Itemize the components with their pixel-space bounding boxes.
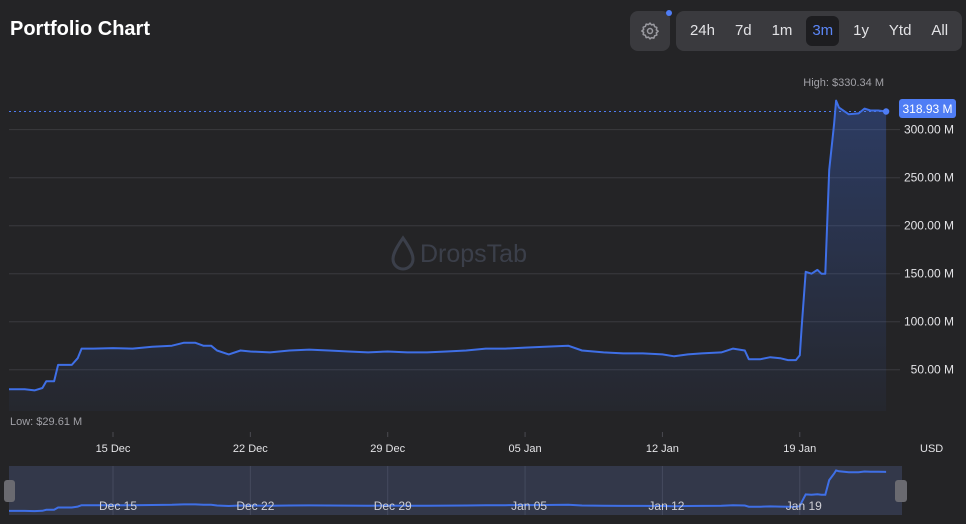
range-1m-button[interactable]: 1m xyxy=(771,22,793,39)
navigator-tick-label: Dec 15 xyxy=(99,499,137,513)
y-tick-label: 300.00 M xyxy=(904,123,954,137)
x-tick-label: 15 Dec xyxy=(96,443,131,455)
x-tick-label: 05 Jan xyxy=(509,443,542,455)
dropstab-watermark: DropsTab xyxy=(391,235,527,271)
navigator-tick-label: Dec 22 xyxy=(236,499,274,513)
navigator-line xyxy=(9,469,887,513)
navigator-tick-label: Dec 29 xyxy=(374,499,412,513)
y-tick-label: 150.00 M xyxy=(904,267,954,281)
x-tick-label: 19 Jan xyxy=(783,443,816,455)
range-ytd-button[interactable]: Ytd xyxy=(888,22,912,39)
range-24h-button[interactable]: 24h xyxy=(689,22,715,39)
y-tick-label: 200.00 M xyxy=(904,219,954,233)
x-tick-label: 22 Dec xyxy=(233,443,268,455)
time-range-selector: 24h 7d 1m 3m 1y Ytd All xyxy=(676,11,962,51)
portfolio-line xyxy=(9,99,887,392)
navigator-left-handle[interactable] xyxy=(4,480,15,502)
portfolio-area-fill xyxy=(9,100,887,411)
low-label: Low: $29.61 M xyxy=(10,416,82,428)
range-1y-button[interactable]: 1y xyxy=(853,22,869,39)
y-tick-label: 250.00 M xyxy=(904,171,954,185)
y-tick-label: 50.00 M xyxy=(911,363,954,377)
x-tick-label: 12 Jan xyxy=(646,443,679,455)
high-label: High: $330.34 M xyxy=(803,77,884,89)
notification-dot xyxy=(666,10,672,16)
current-value-badge xyxy=(899,99,956,118)
current-value-dot xyxy=(882,108,890,115)
dropstab-drop-icon xyxy=(391,235,415,271)
y-tick-label: 100.00 M xyxy=(904,315,954,329)
current-value-label: 318.93 M xyxy=(902,102,952,116)
range-7d-button[interactable]: 7d xyxy=(734,22,752,39)
settings-button[interactable] xyxy=(630,10,672,51)
page-title: Portfolio Chart xyxy=(10,18,150,40)
watermark-text: DropsTab xyxy=(420,240,527,268)
x-tick-label: 29 Dec xyxy=(370,443,405,455)
navigator-tick-label: Jan 19 xyxy=(786,499,822,513)
navigator-tick-label: Jan 12 xyxy=(648,499,684,513)
navigator-tick-label: Jan 05 xyxy=(511,499,547,513)
navigator-right-handle[interactable] xyxy=(895,480,907,502)
range-3m-button[interactable]: 3m xyxy=(806,16,840,46)
gear-icon xyxy=(641,22,659,40)
currency-label: USD xyxy=(920,443,943,455)
range-all-button[interactable]: All xyxy=(931,22,949,39)
navigator-track[interactable] xyxy=(9,466,902,515)
